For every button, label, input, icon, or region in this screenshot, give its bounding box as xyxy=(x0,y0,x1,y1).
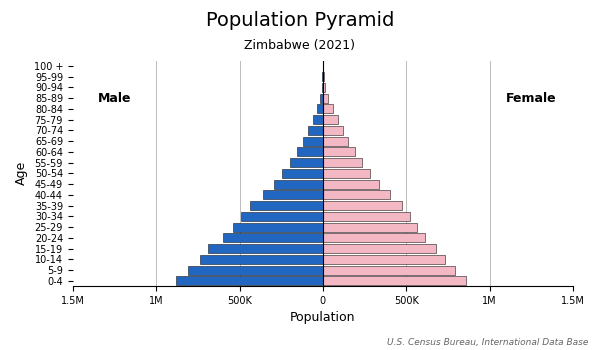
Bar xyxy=(323,147,355,156)
Bar xyxy=(323,212,410,221)
Bar xyxy=(320,93,323,103)
Bar xyxy=(308,126,323,135)
Bar xyxy=(303,136,323,146)
Bar xyxy=(323,223,417,232)
Bar xyxy=(176,276,323,285)
Bar xyxy=(323,244,436,253)
Text: Population Pyramid: Population Pyramid xyxy=(206,10,394,29)
Bar xyxy=(323,201,402,210)
X-axis label: Population: Population xyxy=(290,312,356,324)
Bar xyxy=(323,180,379,189)
Text: U.S. Census Bureau, International Data Base: U.S. Census Bureau, International Data B… xyxy=(386,337,588,346)
Bar xyxy=(282,169,323,178)
Bar xyxy=(263,190,323,199)
Bar xyxy=(323,190,389,199)
Bar xyxy=(274,180,323,189)
Bar xyxy=(323,72,324,81)
Bar xyxy=(322,83,323,92)
Bar xyxy=(323,169,370,178)
Bar xyxy=(323,276,466,285)
Bar xyxy=(188,266,323,275)
Bar xyxy=(323,126,343,135)
Bar xyxy=(323,83,325,92)
Bar xyxy=(250,201,323,210)
Bar xyxy=(323,115,338,124)
Bar xyxy=(323,233,425,243)
Bar xyxy=(223,233,323,243)
Bar xyxy=(323,266,455,275)
Bar xyxy=(317,104,323,113)
Bar xyxy=(297,147,323,156)
Bar xyxy=(290,158,323,167)
Bar xyxy=(323,158,362,167)
Bar xyxy=(313,115,323,124)
Text: Zimbabwe (2021): Zimbabwe (2021) xyxy=(245,38,355,51)
Bar xyxy=(323,255,445,264)
Bar xyxy=(208,244,323,253)
Bar xyxy=(200,255,323,264)
Bar xyxy=(233,223,323,232)
Text: Female: Female xyxy=(506,92,557,105)
Bar xyxy=(323,93,328,103)
Bar xyxy=(241,212,323,221)
Bar xyxy=(323,136,349,146)
Y-axis label: Age: Age xyxy=(15,161,28,186)
Bar xyxy=(323,104,332,113)
Text: Male: Male xyxy=(98,92,131,105)
